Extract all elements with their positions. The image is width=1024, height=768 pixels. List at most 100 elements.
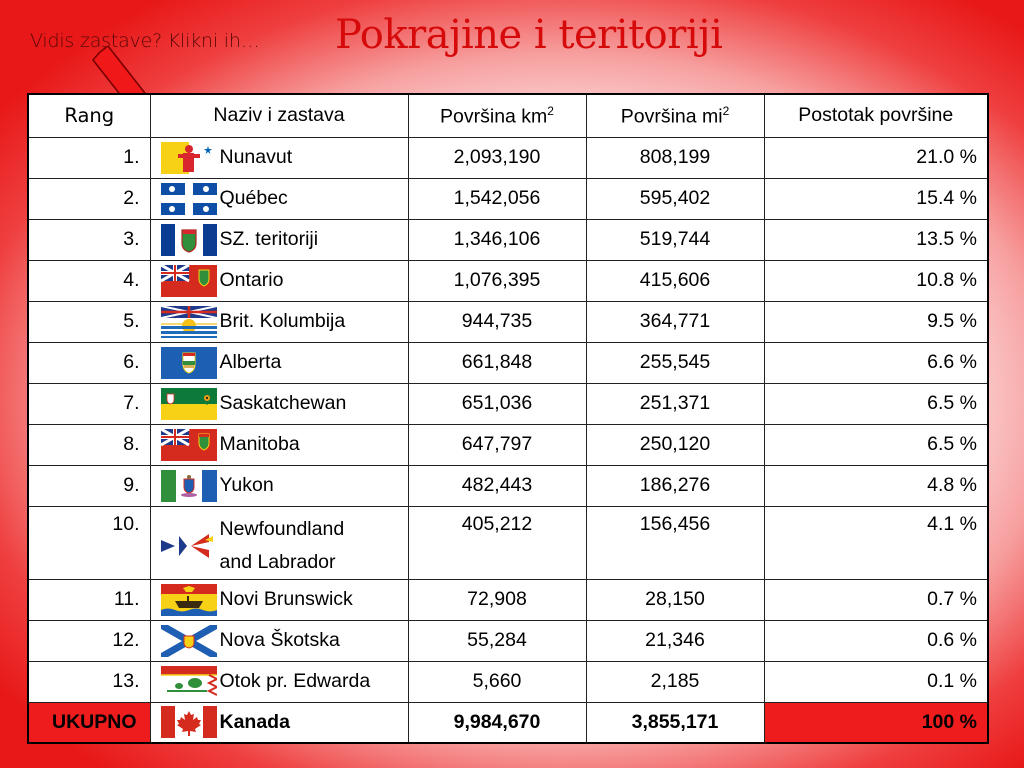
country-name[interactable]: Kanada [219, 710, 290, 733]
percent-cell: 6.5 % [763, 423, 989, 466]
table-row: 5. Brit. Kolumbija 944,735 364,771 9.5 % [27, 300, 989, 343]
table-row: 9. Yukon 482,443 186,276 4.8 % [27, 464, 989, 507]
area-km-cell: 72,908 [407, 578, 587, 621]
total-row: UKUPNO Kanada 9,984,670 3,855,171 100 % [27, 701, 989, 744]
manitoba-flag-icon[interactable] [160, 428, 217, 461]
province-name[interactable]: SZ. teritoriji [219, 228, 319, 250]
rank-cell: 7. [27, 382, 151, 425]
area-km-cell: 1,076,395 [407, 259, 587, 302]
name-cell: Ontario [149, 259, 409, 302]
table-row: 10. Newfoundland and Labrador 405,212 156… [27, 505, 989, 580]
name-cell: Manitoba [149, 423, 409, 466]
province-name-line2: and Labrador [219, 550, 336, 573]
table-header-row: Rang Naziv i zastava Površina km2 Površi… [27, 93, 989, 138]
area-mi-cell: 2,185 [585, 660, 765, 703]
rank-cell: 6. [27, 341, 151, 384]
table-row: 3. SZ. teritoriji 1,346,106 519,744 13.5… [27, 218, 989, 261]
province-name[interactable]: Alberta [219, 351, 282, 373]
name-cell: Yukon [149, 464, 409, 507]
newfoundland-flag-icon[interactable] [160, 529, 217, 562]
header-name: Naziv i zastava [149, 93, 409, 138]
area-km-cell: 661,848 [407, 341, 587, 384]
nwt-flag-icon[interactable] [160, 223, 217, 256]
name-cell: Brit. Kolumbija [149, 300, 409, 343]
rank-cell: 1. [27, 136, 151, 179]
percent-cell: 6.5 % [763, 382, 989, 425]
saskatchewan-flag-icon[interactable] [160, 387, 217, 420]
area-mi-cell: 251,371 [585, 382, 765, 425]
name-cell: Alberta [149, 341, 409, 384]
percent-cell: 6.6 % [763, 341, 989, 384]
total-percent-cell: 100 % [763, 701, 989, 744]
header-percent: Postotak površine [763, 93, 989, 138]
percent-cell: 0.7 % [763, 578, 989, 621]
rank-cell: 9. [27, 464, 151, 507]
name-cell: Saskatchewan [149, 382, 409, 425]
total-rank-cell: UKUPNO [27, 701, 151, 744]
province-name[interactable]: Manitoba [219, 433, 300, 455]
area-km-cell: 647,797 [407, 423, 587, 466]
rank-cell: 12. [27, 619, 151, 662]
table-row: 13. Otok pr. Edwarda 5,660 2,185 0.1 % [27, 660, 989, 703]
table-row: 11. Novi Brunswick 72,908 28,150 0.7 % [27, 578, 989, 621]
header-rank: Rang [27, 93, 151, 138]
province-name[interactable]: Québec [219, 187, 288, 209]
nunavut-flag-icon[interactable] [160, 141, 217, 174]
percent-cell: 4.8 % [763, 464, 989, 507]
area-km-cell: 944,735 [407, 300, 587, 343]
pei-flag-icon[interactable] [160, 665, 217, 698]
header-area-mi-sup: 2 [722, 103, 730, 118]
percent-cell: 0.1 % [763, 660, 989, 703]
province-name[interactable]: Nova Škotska [219, 629, 340, 651]
table-row: 2. Québec 1,542,056 595,402 15.4 % [27, 177, 989, 220]
bc-flag-icon[interactable] [160, 305, 217, 338]
table-row: 8. Manitoba 647,797 250,120 6.5 % [27, 423, 989, 466]
name-cell: Novi Brunswick [149, 578, 409, 621]
total-area-km-cell: 9,984,670 [407, 701, 587, 744]
table-row: 6. Alberta 661,848 255,545 6.6 % [27, 341, 989, 384]
province-name[interactable]: Saskatchewan [219, 392, 347, 414]
new-brunswick-flag-icon[interactable] [160, 583, 217, 616]
province-name[interactable]: Novi Brunswick [219, 588, 353, 610]
header-area-km: Površina km2 [407, 93, 587, 138]
ontario-flag-icon[interactable] [160, 264, 217, 297]
alberta-flag-icon[interactable] [160, 346, 217, 379]
area-mi-cell: 415,606 [585, 259, 765, 302]
percent-cell: 10.8 % [763, 259, 989, 302]
rank-cell: 11. [27, 578, 151, 621]
rank-cell: 8. [27, 423, 151, 466]
yukon-flag-icon[interactable] [160, 469, 217, 502]
area-mi-cell: 808,199 [585, 136, 765, 179]
area-km-cell: 651,036 [407, 382, 587, 425]
provinces-table: Rang Naziv i zastava Površina km2 Površi… [27, 93, 989, 744]
province-name[interactable]: Otok pr. Edwarda [219, 670, 371, 692]
province-name[interactable]: Ontario [219, 269, 284, 291]
hint-text: Vidis zastave? Klikni ih… [30, 30, 260, 52]
province-name[interactable]: Newfoundland and Labrador [220, 513, 345, 579]
rank-cell: 10. [27, 505, 151, 580]
quebec-flag-icon[interactable] [160, 182, 217, 215]
area-mi-cell: 255,545 [585, 341, 765, 384]
table-row: 1. Nunavut 2,093,190 808,199 21.0 % [27, 136, 989, 179]
rank-cell: 2. [27, 177, 151, 220]
nova-scotia-flag-icon[interactable] [160, 624, 217, 657]
page-title: Pokrajine i teritoriji [335, 12, 723, 58]
province-name-line1: Newfoundland [219, 517, 345, 540]
area-mi-cell: 595,402 [585, 177, 765, 220]
area-mi-cell: 21,346 [585, 619, 765, 662]
area-km-cell: 55,284 [407, 619, 587, 662]
province-name[interactable]: Yukon [219, 474, 274, 496]
percent-cell: 15.4 % [763, 177, 989, 220]
canada-flag-icon[interactable] [160, 706, 217, 739]
rank-cell: 5. [27, 300, 151, 343]
percent-cell: 0.6 % [763, 619, 989, 662]
name-cell: Otok pr. Edwarda [149, 660, 409, 703]
province-name[interactable]: Nunavut [219, 146, 293, 168]
percent-cell: 9.5 % [763, 300, 989, 343]
area-mi-cell: 519,744 [585, 218, 765, 261]
name-cell: Nova Škotska [149, 619, 409, 662]
percent-cell: 4.1 % [763, 505, 989, 580]
province-name[interactable]: Brit. Kolumbija [219, 310, 346, 332]
rank-cell: 3. [27, 218, 151, 261]
table-row: 4. Ontario 1,076,395 415,606 10.8 % [27, 259, 989, 302]
